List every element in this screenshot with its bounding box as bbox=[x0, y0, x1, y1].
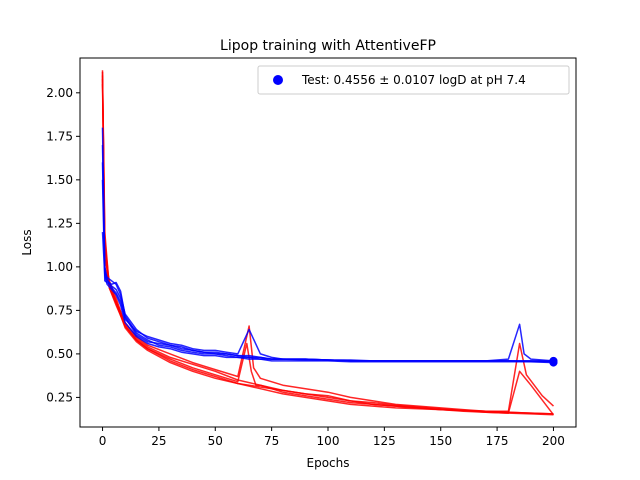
legend: Test: 0.4556 ± 0.0107 logD at pH 7.4 bbox=[257, 65, 570, 95]
x-tick-label: 125 bbox=[373, 434, 396, 448]
x-axis-ticks: 0 25 50 75 100 125 150 175 200 bbox=[99, 427, 565, 448]
legend-box bbox=[257, 65, 570, 95]
y-tick-label: 0.75 bbox=[46, 303, 73, 317]
y-tick-label: 1.25 bbox=[46, 216, 73, 230]
x-tick-label: 200 bbox=[542, 434, 565, 448]
chart-title: Lipop training with AttentiveFP bbox=[220, 38, 436, 54]
x-tick-label: 0 bbox=[99, 434, 107, 448]
y-axis-ticks: 0.25 0.50 0.75 1.00 1.25 1.50 1.75 2.00 bbox=[46, 86, 80, 404]
x-tick-label: 75 bbox=[264, 434, 279, 448]
legend-marker bbox=[273, 75, 283, 85]
y-tick-label: 2.00 bbox=[46, 86, 73, 100]
val-loss-line-10 bbox=[101, 144, 554, 362]
y-tick-label: 1.50 bbox=[46, 173, 73, 187]
series-layer bbox=[101, 70, 555, 416]
x-tick-label: 25 bbox=[151, 434, 166, 448]
y-tick-label: 1.75 bbox=[46, 129, 73, 143]
test-point-5 bbox=[549, 358, 558, 367]
x-tick-label: 175 bbox=[486, 434, 509, 448]
y-tick-label: 1.00 bbox=[46, 260, 73, 274]
x-tick-label: 100 bbox=[317, 434, 340, 448]
y-axis-label: Loss bbox=[20, 229, 34, 255]
test-points-layer bbox=[549, 356, 558, 367]
x-tick-label: 50 bbox=[208, 434, 223, 448]
y-tick-label: 0.50 bbox=[46, 347, 73, 361]
legend-label: Test: 0.4556 ± 0.0107 logD at pH 7.4 bbox=[301, 73, 526, 87]
x-tick-label: 150 bbox=[429, 434, 452, 448]
train-loss-line-5 bbox=[101, 78, 554, 415]
y-tick-label: 0.25 bbox=[46, 390, 73, 404]
x-axis-label: Epochs bbox=[307, 456, 350, 470]
val-loss-line-8 bbox=[101, 232, 554, 364]
